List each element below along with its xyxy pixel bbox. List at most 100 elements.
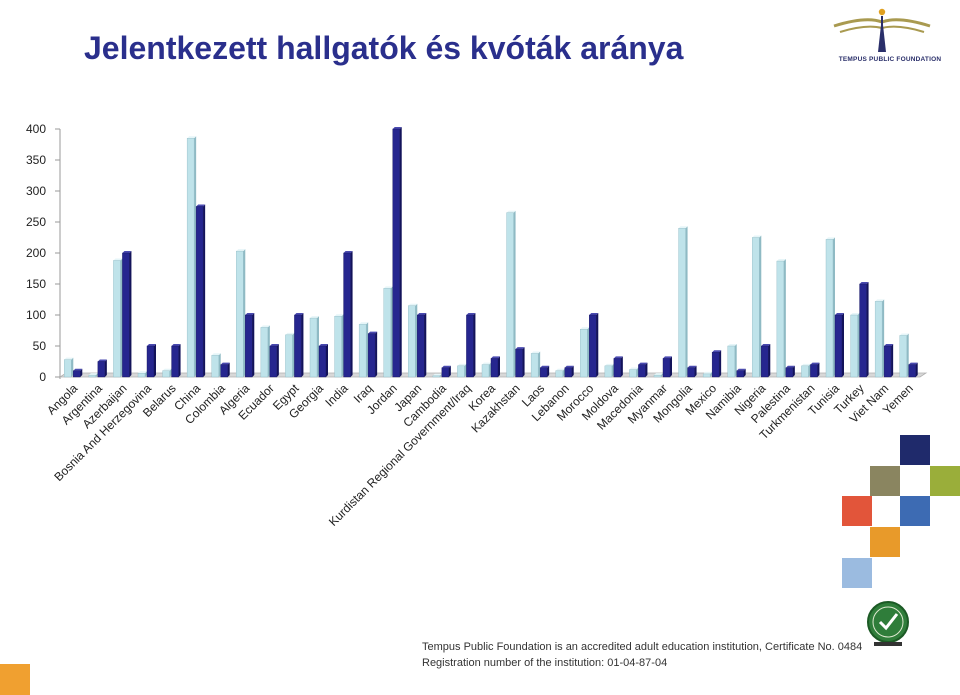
bar-top	[88, 373, 98, 376]
bar-quota	[122, 252, 130, 378]
bar-quota	[662, 358, 671, 378]
bar-applicants	[309, 317, 318, 378]
bar-top	[368, 331, 378, 334]
bar-applicants	[334, 316, 342, 378]
bar-side	[866, 282, 869, 377]
bar-top	[899, 333, 909, 336]
bar-quota	[687, 367, 695, 378]
bar-side	[243, 249, 246, 377]
bar-side	[390, 286, 393, 377]
bar-top	[441, 365, 451, 368]
bar-side	[842, 313, 844, 377]
bar-side	[301, 313, 304, 377]
bar-quota	[859, 283, 867, 378]
bar-side	[252, 313, 255, 377]
bar-side	[915, 362, 918, 377]
bar-top	[687, 365, 697, 368]
bar-side	[792, 365, 795, 377]
bar-side	[710, 371, 713, 377]
bar-applicants	[64, 359, 72, 378]
decor-tile-navy	[900, 435, 930, 465]
bar-side	[685, 226, 688, 377]
bar-top	[654, 373, 663, 376]
bar-top	[408, 303, 418, 306]
bar-top	[589, 313, 599, 315]
bar-side	[636, 367, 639, 377]
bar-top	[491, 356, 500, 359]
corner-accent	[0, 664, 30, 695]
bar-side	[366, 322, 369, 377]
bar-side	[80, 368, 83, 377]
decor-tile-orange	[870, 527, 900, 557]
bar-side	[882, 299, 885, 377]
bar-applicants	[432, 375, 441, 378]
decor-tile-blue	[900, 496, 930, 526]
bar-top	[638, 362, 648, 365]
bar-top	[752, 235, 762, 238]
bar-quota	[711, 351, 720, 378]
bar-side	[292, 332, 295, 377]
bar-applicants	[653, 374, 662, 378]
bar-top	[466, 313, 476, 315]
footer-text: Tempus Public Foundation is an accredite…	[422, 639, 862, 671]
bar-quota	[73, 370, 81, 378]
bar-applicants	[678, 227, 686, 378]
bar-top	[294, 313, 304, 315]
bar-applicants	[358, 324, 367, 378]
bar-quota	[392, 128, 400, 378]
bar-quota	[269, 345, 278, 378]
bar-side	[743, 368, 746, 377]
bar-top	[727, 344, 737, 346]
bar-applicants	[113, 260, 121, 378]
bar-quota	[245, 314, 253, 378]
bar-top	[245, 313, 255, 315]
bar-side	[473, 313, 476, 377]
bar-top	[310, 316, 319, 319]
bar-quota	[97, 361, 106, 378]
decor-tile-olive	[870, 466, 900, 496]
bar-side	[145, 371, 147, 377]
bar-side	[203, 204, 206, 377]
logo-text: TEMPUS PUBLIC FOUNDATION	[838, 56, 942, 63]
bar-quota	[539, 367, 548, 378]
bar-applicants	[162, 370, 170, 378]
bar-side	[218, 353, 221, 377]
bar-top	[187, 136, 197, 139]
bar-top	[515, 347, 525, 350]
bar-applicants	[260, 327, 269, 378]
bar-side	[768, 344, 771, 377]
bar-top	[908, 362, 918, 365]
bar-top	[236, 249, 246, 252]
bar-applicants	[874, 301, 883, 378]
bar-top	[211, 353, 221, 356]
bar-quota	[367, 333, 376, 378]
bar-applicants	[285, 334, 293, 378]
y-tick-label: 100	[26, 308, 46, 322]
bar-side	[562, 368, 565, 377]
bar-side	[375, 331, 378, 377]
bar-side	[783, 259, 786, 377]
bar-side	[611, 363, 614, 377]
bar-side	[424, 313, 427, 377]
bar-side	[169, 368, 172, 377]
footer-line-2: Registration number of the institution: …	[422, 657, 668, 669]
bar-side	[95, 373, 98, 377]
bar-applicants	[899, 335, 907, 378]
bar-top	[73, 368, 83, 371]
bar-quota	[564, 367, 572, 378]
bar-side	[857, 313, 860, 377]
bar-applicants	[530, 353, 539, 378]
bar-side	[439, 373, 442, 377]
page-title: Jelentkezett hallgatók és kvóták aránya	[84, 30, 684, 66]
bar-side	[276, 344, 279, 377]
bar-quota	[761, 345, 769, 378]
bar-side	[154, 344, 156, 377]
bar-top	[162, 368, 172, 371]
bar-top	[196, 204, 206, 207]
bar-side	[178, 344, 181, 377]
bar-side	[620, 356, 623, 377]
bar-applicants	[137, 373, 146, 378]
bar-quota	[515, 348, 523, 378]
bar-applicants	[408, 305, 416, 378]
bar-top	[712, 350, 722, 353]
